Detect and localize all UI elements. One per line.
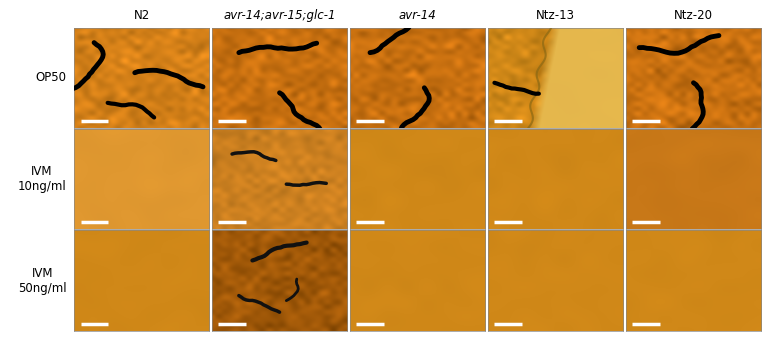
Text: avr-14: avr-14	[399, 9, 436, 22]
Text: avr-14;avr-15;glc-1: avr-14;avr-15;glc-1	[223, 9, 336, 22]
Text: IVM
10ng/ml: IVM 10ng/ml	[18, 165, 66, 193]
Text: IVM
50ng/ml: IVM 50ng/ml	[18, 267, 66, 294]
Text: Ntz-13: Ntz-13	[536, 9, 575, 22]
Text: Ntz-20: Ntz-20	[674, 9, 713, 22]
Text: OP50: OP50	[35, 71, 66, 84]
Text: N2: N2	[134, 9, 150, 22]
